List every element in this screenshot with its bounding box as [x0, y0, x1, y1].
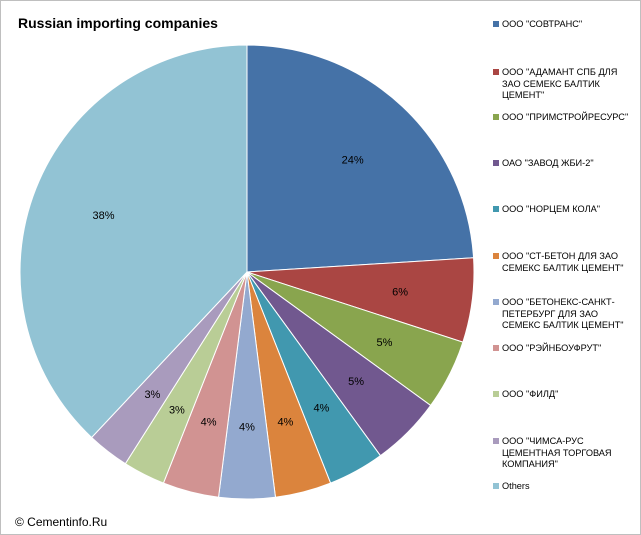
legend-item-5: ООО "НОРЦЕМ КОЛА"	[493, 204, 638, 216]
legend-item-2: ООО "АДАМАНТ СПБ ДЛЯ ЗАО СЕМЕКС БАЛТИК Ц…	[493, 67, 638, 102]
legend-swatch	[493, 21, 499, 27]
pie-slice-11	[19, 44, 248, 439]
slice-data-label-7: 4%	[239, 421, 255, 433]
legend-swatch	[493, 345, 499, 351]
copyright-text: © Cementinfo.Ru	[15, 515, 108, 529]
legend-item-7: ООО "БЕТОНЕКС-САНКТ-ПЕТЕРБУРГ ДЛЯ ЗАО СЕ…	[493, 297, 638, 332]
legend-label: ООО "БЕТОНЕКС-САНКТ-ПЕТЕРБУРГ ДЛЯ ЗАО СЕ…	[502, 297, 624, 330]
legend-label: ООО "СОВТРАНС"	[502, 19, 583, 29]
legend-swatch	[493, 206, 499, 212]
legend-swatch	[493, 114, 499, 120]
legend-item-9: ООО "ФИЛД"	[493, 389, 638, 401]
legend-swatch	[493, 299, 499, 305]
legend-swatch	[493, 69, 499, 75]
slice-data-label-3: 5%	[377, 337, 393, 349]
legend-label: ООО "СТ-БЕТОН ДЛЯ ЗАО СЕМЕКС БАЛТИК ЦЕМЕ…	[502, 251, 624, 273]
legend-label: ООО "АДАМАНТ СПБ ДЛЯ ЗАО СЕМЕКС БАЛТИК Ц…	[502, 67, 618, 100]
legend-label: ООО "РЭЙНБОУФРУТ"	[502, 343, 602, 353]
legend-label: ОАО "ЗАВОД ЖБИ-2"	[502, 158, 594, 168]
legend-label: ООО "НОРЦЕМ КОЛА"	[502, 204, 601, 214]
legend-label: ООО "ПРИМСТРОЙРЕСУРС"	[502, 112, 629, 122]
pie-slice-1	[246, 44, 475, 273]
slice-data-label-8: 4%	[201, 417, 217, 429]
legend-swatch	[493, 438, 499, 444]
slice-data-label-6: 4%	[277, 417, 293, 429]
slice-data-label-9: 3%	[169, 405, 185, 417]
legend-item-11: Others	[493, 481, 638, 493]
legend-item-3: ООО "ПРИМСТРОЙРЕСУРС"	[493, 112, 638, 124]
slice-data-label-11: 38%	[92, 210, 114, 222]
legend-label: ООО "ФИЛД"	[502, 389, 559, 399]
slice-data-label-2: 6%	[392, 286, 408, 298]
legend-swatch	[493, 391, 499, 397]
legend-swatch	[493, 160, 499, 166]
legend-swatch	[493, 483, 499, 489]
chart-title: Russian importing companies	[18, 15, 218, 31]
slice-data-label-10: 3%	[144, 389, 160, 401]
slice-data-label-1: 24%	[342, 155, 364, 167]
legend-item-8: ООО "РЭЙНБОУФРУТ"	[493, 343, 638, 355]
slice-data-label-4: 5%	[348, 376, 364, 388]
legend-label: Others	[502, 481, 530, 491]
pie-chart: 24% 6% 5% 5% 4% 4% 4% 4% 3% 3% 38%	[19, 44, 475, 500]
legend-item-4: ОАО "ЗАВОД ЖБИ-2"	[493, 158, 638, 170]
legend-item-6: ООО "СТ-БЕТОН ДЛЯ ЗАО СЕМЕКС БАЛТИК ЦЕМЕ…	[493, 251, 638, 274]
legend-label: ООО "ЧИМСА-РУС ЦЕМЕНТНАЯ ТОРГОВАЯ КОМПАН…	[502, 436, 612, 469]
legend-swatch	[493, 253, 499, 259]
legend-item-1: ООО "СОВТРАНС"	[493, 19, 638, 31]
slice-data-label-5: 4%	[313, 402, 329, 414]
legend-item-10: ООО "ЧИМСА-РУС ЦЕМЕНТНАЯ ТОРГОВАЯ КОМПАН…	[493, 436, 638, 471]
